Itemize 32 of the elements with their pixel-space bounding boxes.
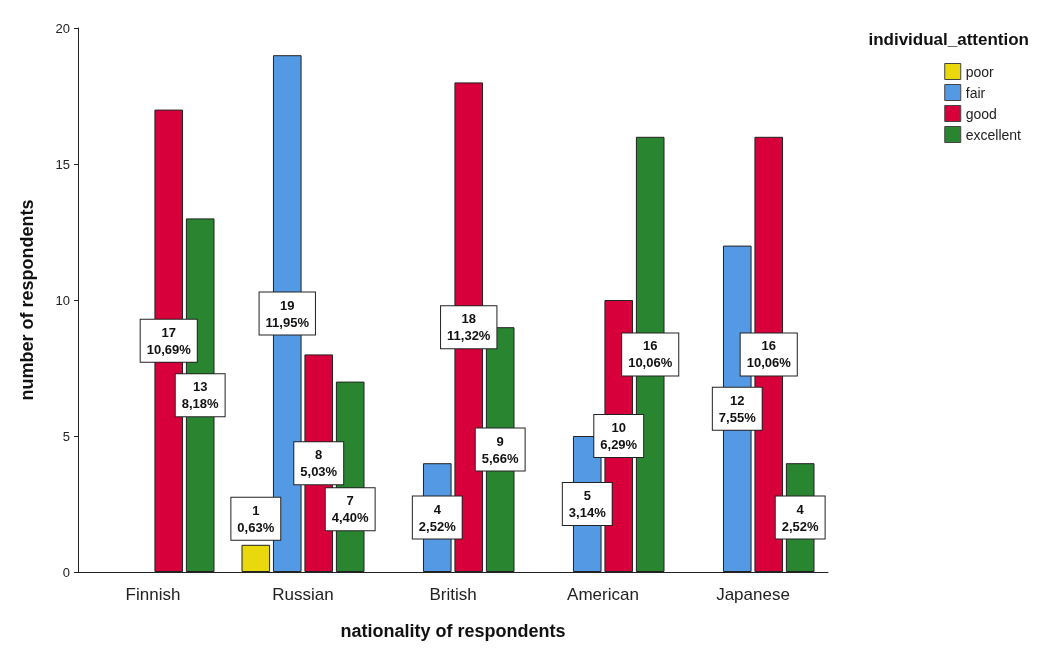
data-label: 7 4,40% (331, 493, 370, 526)
data-label: 5 3,14% (568, 488, 607, 520)
y-tick-label: 10 (55, 292, 70, 308)
data-label: 12 7,55% (718, 392, 757, 425)
x-tick-label: Russian (272, 585, 334, 604)
data-label: 8 5,03% (300, 447, 338, 480)
y-tick-label: 20 (55, 20, 70, 36)
x-tick-label: American (567, 585, 639, 604)
data-label: 1 0,63% (237, 502, 275, 535)
legend-label: fair (965, 84, 986, 101)
legend-title: individual_attention (868, 30, 1029, 49)
x-tick-label: Japanese (716, 585, 790, 604)
data-label: 16 10,06% (746, 338, 792, 371)
data-label: 9 5,66% (481, 433, 520, 466)
data-label: 13 8,18% (181, 379, 220, 412)
x-axis-title: nationality of respondents (340, 621, 566, 641)
legend-label: excellent (965, 126, 1022, 143)
data-label: 4 2,52% (781, 501, 820, 534)
data-label: 17 10,69% (146, 324, 192, 357)
data-label: 16 10,06% (628, 338, 673, 371)
y-axis-title: number of respondents (17, 199, 37, 401)
data-label: 4 2,52% (418, 501, 457, 534)
data-label: 18 11,32% (447, 311, 491, 344)
legend-label: poor (965, 63, 995, 80)
x-tick-label: British (429, 585, 477, 604)
y-tick-label: 0 (62, 564, 70, 580)
legend-label: good (965, 105, 997, 122)
data-label: 19 11,95% (265, 297, 310, 330)
data-label: 10 6,29% (600, 420, 638, 452)
y-tick-label: 5 (62, 428, 70, 444)
x-tick-label: Finnish (125, 585, 181, 604)
y-tick-label: 15 (55, 156, 70, 172)
